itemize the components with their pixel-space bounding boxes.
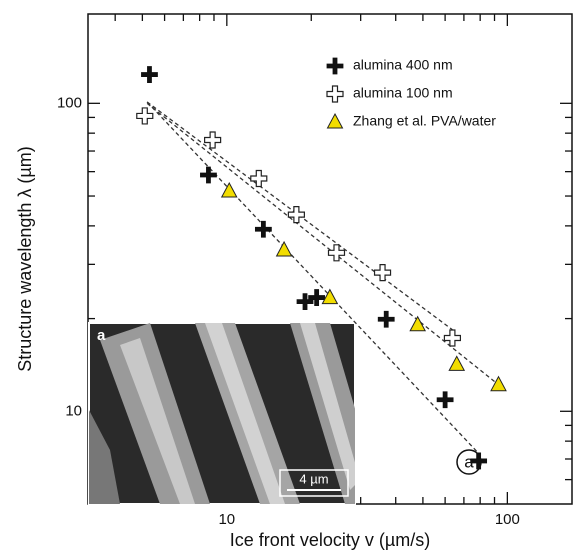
data-layer: alumina 400 nm alumina 100 nm Zhang et al.… (136, 57, 507, 470)
marker-triangle (275, 240, 293, 257)
marker-plus (308, 289, 326, 306)
inset-ridge (205, 323, 285, 504)
inset-image: a 4 µm (88, 322, 356, 505)
inset-ridge (120, 338, 195, 504)
marker-triangle (409, 315, 427, 332)
inset-texture (89, 323, 355, 504)
annotation-circle (456, 449, 482, 475)
marker-plus (254, 220, 272, 238)
marker-triangle (490, 375, 507, 392)
marker-plus (436, 391, 454, 409)
y-tick-label: 100 (57, 94, 82, 111)
inset-label: a (97, 327, 106, 344)
marker-plus-open (250, 169, 268, 188)
legend-label: alumina 100 nm (353, 85, 453, 101)
marker-plus (296, 293, 314, 311)
x-tick-label: 100 (495, 511, 520, 528)
marker-plus (377, 310, 395, 328)
marker-triangle (321, 288, 339, 305)
x-axis-label: Ice front velocity v (µm/s) (230, 530, 430, 550)
annotation: a (464, 452, 474, 471)
inset-ridge (300, 323, 355, 490)
y-axis-label: Structure wavelength λ (µm) (15, 146, 35, 371)
y-tick-label: 10 (65, 402, 82, 419)
marker-plus (200, 166, 217, 184)
fit-line (146, 102, 499, 386)
marker-triangle (220, 181, 238, 198)
inset-ridge (89, 410, 120, 504)
x-tick-label: 10 (218, 511, 235, 528)
inset-ridge (290, 323, 355, 504)
marker-plus-open (373, 264, 392, 282)
fit-line (146, 101, 480, 454)
marker-plus-open (327, 244, 346, 262)
marker-triangle (448, 355, 466, 371)
legend-marker (326, 85, 344, 103)
marker-plus (141, 66, 158, 83)
marker-plus-open (443, 329, 462, 347)
legend-marker (326, 57, 344, 75)
legend-label: Zhang et al. PVA/water (353, 113, 496, 129)
marker-plus-open (287, 206, 305, 224)
legend-label: alumina 400 nm (353, 57, 453, 73)
scale-bar-box (279, 469, 349, 497)
legend-marker (326, 112, 344, 129)
scale-bar-label: 4 µm (299, 471, 328, 486)
marker-plus-open (204, 131, 222, 149)
marker-plus-open (136, 107, 154, 125)
